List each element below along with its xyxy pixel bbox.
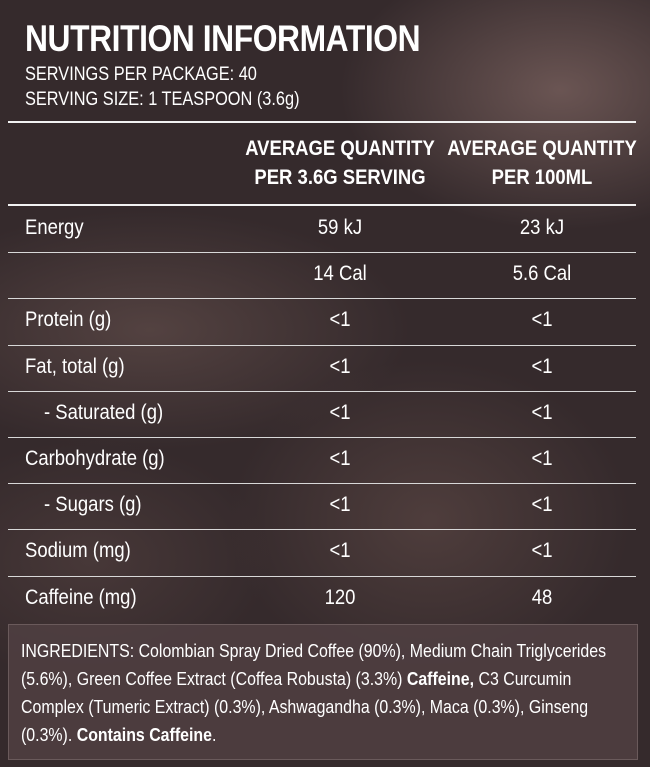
row-label: Fat, total (g) [25, 354, 125, 378]
serving-size: SERVING SIZE: 1 TEASPOON (3.6g) [25, 89, 300, 110]
ingredients-box: INGREDIENTS: Colombian Spray Dried Coffe… [8, 624, 638, 760]
row-label: Carbohydrate (g) [25, 447, 165, 470]
column-header: AVERAGE QUANTITY [245, 137, 435, 160]
ingredient-text: . [211, 724, 217, 745]
row-divider [8, 298, 636, 300]
row-label: Sodium (mg) [25, 539, 131, 563]
row-value: 120 [324, 585, 356, 609]
row-divider [8, 344, 636, 346]
row-label: - Saturated (g) [44, 400, 164, 424]
row-divider [8, 252, 636, 254]
title: NUTRITION INFORMATION [25, 18, 421, 59]
servings-per-package: SERVINGS PER PACKAGE: 40 [25, 64, 257, 85]
divider [8, 121, 636, 123]
row-divider [8, 390, 636, 392]
ingredient-text: C3 Curcumin Complex (Tumeric Extract) (0… [21, 668, 589, 745]
row-value: 14 Cal [313, 262, 367, 286]
row-label: Protein (g) [25, 308, 112, 332]
row-value: <1 [531, 447, 553, 470]
row-divider [8, 483, 636, 485]
row-value: <1 [329, 308, 351, 332]
row-value: <1 [531, 354, 553, 378]
column-header: PER 100ML [491, 166, 593, 189]
row-label: - Sugars (g) [44, 493, 142, 517]
row-label: Caffeine (mg) [25, 585, 137, 609]
column-header: PER 3.6G SERVING [254, 166, 426, 189]
row-label: Energy [25, 216, 84, 239]
row-value: <1 [531, 400, 553, 424]
ingredient-emphasis: Caffeine, [406, 668, 475, 689]
row-value: <1 [531, 493, 553, 517]
row-value: <1 [329, 354, 351, 378]
column-header: AVERAGE QUANTITY [447, 137, 637, 160]
row-value: 23 kJ [519, 216, 565, 239]
row-value: <1 [329, 539, 351, 563]
row-value: <1 [329, 447, 351, 470]
row-divider [8, 437, 636, 438]
row-value: <1 [531, 539, 553, 563]
row-value: <1 [329, 493, 351, 517]
row-value: <1 [329, 400, 351, 424]
row-value: 5.6 Cal [512, 262, 572, 286]
ingredient-emphasis: Contains Caffeine [76, 724, 212, 745]
row-value: <1 [531, 308, 553, 332]
divider [8, 204, 636, 206]
ingredient-text: INGREDIENTS: Colombian Spray Dried Coffe… [21, 640, 607, 689]
row-divider [8, 529, 636, 531]
ingredients-text: INGREDIENTS: Colombian Spray Dried Coffe… [21, 637, 623, 749]
row-value: 48 [531, 585, 553, 609]
row-divider [8, 575, 636, 577]
row-value: 59 kJ [317, 216, 363, 239]
